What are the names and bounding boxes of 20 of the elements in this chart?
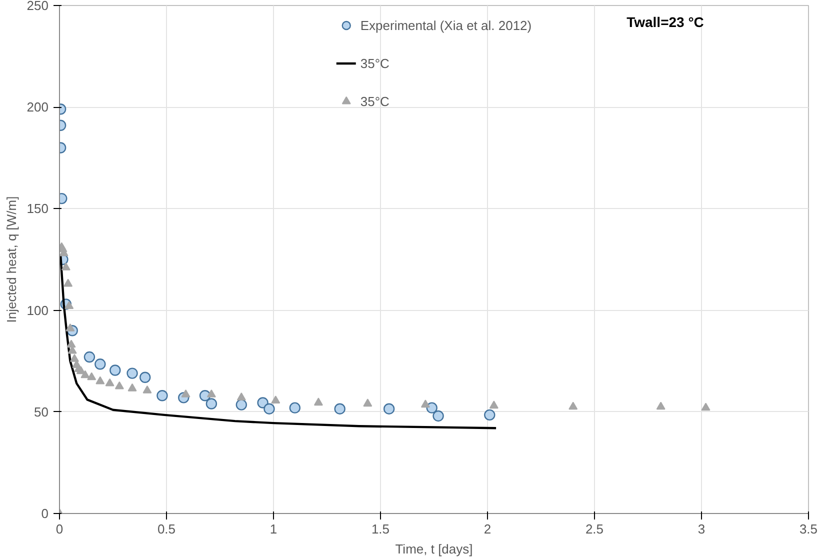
legend-label: 35°C: [360, 56, 390, 70]
x-tick-label: 0.5: [157, 522, 176, 536]
y-tick-label: 250: [26, 0, 49, 13]
y-tick-label: 150: [26, 201, 49, 216]
legend-label: Experimental (Xia et al. 2012): [360, 18, 532, 32]
x-tick-label: 2.5: [585, 522, 604, 536]
x-tick-label: 2: [484, 522, 492, 536]
x-tick-label: 1: [270, 522, 278, 536]
legend-label: 35°C: [360, 94, 390, 108]
x-tick-label: 3: [698, 522, 706, 536]
x-tick-label: 0: [56, 522, 64, 536]
x-axis-title: Time, t [days]: [395, 542, 473, 556]
x-tick-label: 1.5: [371, 522, 390, 536]
x-tick-label: 3.5: [799, 522, 818, 536]
y-tick-label: 50: [34, 404, 49, 420]
y-axis-title: Injected heat, q [W/m]: [4, 196, 19, 323]
annotation: Twall=23 °C: [626, 14, 704, 30]
y-tick-label: 200: [26, 100, 49, 115]
y-tick-label: 0: [41, 506, 49, 521]
y-tick-label: 100: [26, 302, 49, 318]
